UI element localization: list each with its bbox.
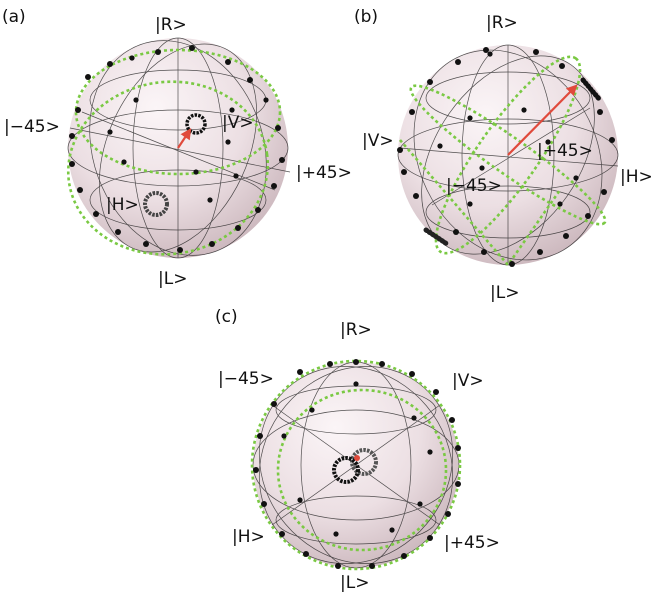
markers-a	[69, 45, 285, 253]
bead-cluster-b-2	[423, 227, 450, 247]
ring-cluster-v-a	[185, 113, 207, 135]
state-arrow-a	[177, 128, 192, 149]
state-label-p45-b: |+45>	[537, 141, 593, 161]
state-label-m45-a: |−45>	[4, 117, 60, 137]
state-label-l-c: |L>	[340, 573, 369, 593]
bead-cluster-b-1	[580, 77, 603, 103]
state-arrow-b	[507, 84, 578, 156]
state-label-v-b: |V>	[362, 131, 394, 151]
panel-label-c: (c)	[215, 307, 238, 327]
dotted-curves-b	[399, 55, 607, 268]
ring-cluster-h-a	[143, 191, 169, 217]
state-label-r-b: |R>	[486, 13, 518, 33]
dotted-curves-a	[66, 48, 282, 256]
panel-b: (b) |R> |L> |V> |H> |+45> |−45>	[354, 7, 653, 303]
state-label-v-a: |V>	[222, 113, 254, 133]
state-point-c	[354, 455, 360, 461]
ring-cluster-c-back	[350, 448, 378, 476]
state-label-v-c: |V>	[452, 371, 484, 391]
state-label-h-a: |H>	[106, 195, 139, 215]
panel-c: (c) |R> |L> |−45> |V> |H> |+45>	[215, 307, 500, 593]
markers-b	[397, 47, 615, 267]
state-label-r-a: |R>	[155, 15, 187, 35]
panel-label-b: (b)	[354, 7, 378, 27]
state-label-h-c: |H>	[232, 527, 265, 547]
state-label-m45-c: |−45>	[218, 369, 274, 389]
state-label-r-c: |R>	[340, 320, 372, 340]
markers-c	[253, 359, 461, 569]
state-label-p45-a: |+45>	[296, 163, 352, 183]
state-label-l-b: |L>	[490, 283, 519, 303]
state-label-p45-c: |+45>	[444, 533, 500, 553]
state-label-m45-b: |−45>	[446, 176, 502, 196]
state-label-h-b: |H>	[620, 167, 653, 187]
dotted-curves-c	[250, 359, 462, 571]
panel-a: (a) |R> |L> |−45> |+45> |V> |H>	[2, 7, 352, 289]
ring-cluster-c-front	[332, 456, 360, 484]
state-label-l-a: |L>	[158, 269, 187, 289]
panel-label-a: (a)	[2, 7, 26, 27]
